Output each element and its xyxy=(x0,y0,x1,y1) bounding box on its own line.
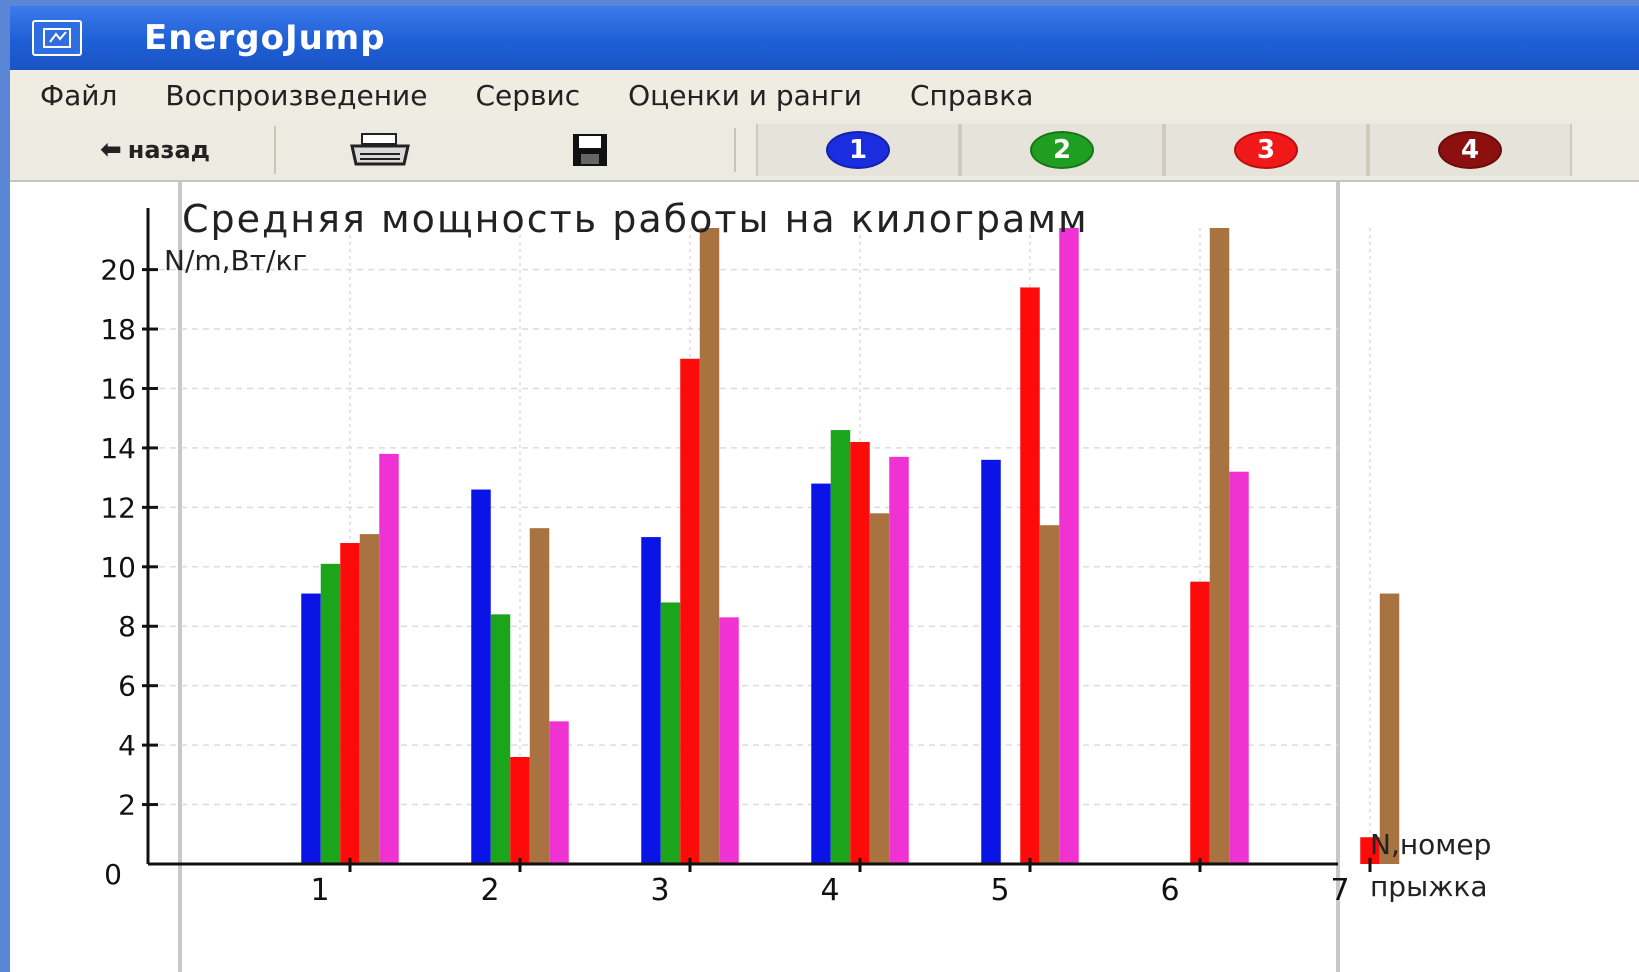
bar-series-3-jump-2 xyxy=(510,757,530,864)
bar-series-1-jump-5 xyxy=(981,459,1001,864)
bar-series-3-jump-7 xyxy=(1360,837,1380,864)
printer-icon xyxy=(350,133,410,166)
title-bar: EnergoJump xyxy=(10,6,1639,70)
save-button[interactable] xyxy=(550,126,630,174)
tab-3[interactable]: 3 xyxy=(1164,124,1368,176)
tab-badge-4: 4 xyxy=(1438,131,1502,169)
bar-series-3-jump-1 xyxy=(340,543,360,864)
y-tick-label: 6 xyxy=(118,670,136,703)
bar-series-3-jump-6 xyxy=(1190,581,1210,864)
bar-series-4-jump-1 xyxy=(359,534,380,864)
bar-series-4-jump-5 xyxy=(1039,525,1060,864)
bar-series-5-jump-4 xyxy=(889,456,909,864)
y-tick-label: 4 xyxy=(118,729,136,762)
bar-series-3-jump-4 xyxy=(850,441,870,864)
toolbar-separator xyxy=(734,128,736,172)
bar-series-1-jump-1 xyxy=(301,593,321,864)
bar-series-4-jump-4 xyxy=(869,513,890,864)
y-tick-label: 14 xyxy=(100,432,136,465)
bar-series-1-jump-3 xyxy=(641,537,661,864)
bar-series-1-jump-4 xyxy=(811,483,831,864)
x-tick-label: 1 xyxy=(310,873,329,908)
y-tick-label: 8 xyxy=(118,610,136,643)
x-axis-label-line-2: прыжка xyxy=(1370,870,1487,903)
bar-series-4-jump-6 xyxy=(1209,228,1230,864)
x-tick-label: 2 xyxy=(480,873,499,908)
x-tick-label: 4 xyxy=(820,873,839,908)
menu-playback[interactable]: Воспроизведение xyxy=(165,78,428,112)
y-axis-label: N/m,Вт/кг xyxy=(164,244,307,277)
arrow-left-icon: ⬅ xyxy=(99,135,122,165)
y-tick-label: 10 xyxy=(100,551,136,584)
bar-series-2-jump-2 xyxy=(490,614,511,864)
print-button[interactable] xyxy=(340,126,420,174)
tab-badge-1: 1 xyxy=(826,131,890,169)
bar-series-3-jump-3 xyxy=(680,358,700,864)
y-tick-label: 18 xyxy=(100,313,136,346)
window-title: EnergoJump xyxy=(144,18,386,58)
toolbar: ⬅ назад 1 2 3 xyxy=(10,120,1639,182)
x-tick-label: 7 xyxy=(1330,873,1349,908)
x-tick-label: 6 xyxy=(1160,873,1179,908)
bar-series-5-jump-5 xyxy=(1059,228,1079,864)
bar-series-2-jump-3 xyxy=(660,602,681,864)
bar-series-5-jump-1 xyxy=(379,453,399,864)
y-tick-label: 20 xyxy=(100,254,136,287)
tab-badge-2: 2 xyxy=(1030,131,1094,169)
menu-help[interactable]: Справка xyxy=(909,78,1034,112)
bar-series-4-jump-7 xyxy=(1379,593,1400,864)
back-button-label: назад xyxy=(127,136,211,164)
chart-area: 0 2 4 6 8 10 12 14 16 18 20 1 2 3 4 5 6 7 Средняя мощность… xyxy=(10,182,1639,972)
y-tick-label: 12 xyxy=(100,491,136,524)
bar-series-3-jump-5 xyxy=(1020,287,1040,864)
app-window: EnergoJump Файл Воспроизведение Сервис О… xyxy=(10,6,1639,972)
menu-bar: Файл Воспроизведение Сервис Оценки и ран… xyxy=(10,70,1639,120)
menu-service[interactable]: Сервис xyxy=(475,78,581,112)
y-tick-label: 0 xyxy=(104,858,122,891)
bar-series-4-jump-2 xyxy=(529,528,550,864)
tab-badge-3: 3 xyxy=(1234,131,1298,169)
bar-series-2-jump-1 xyxy=(320,563,341,864)
tab-4[interactable]: 4 xyxy=(1368,124,1572,176)
bar-series-5-jump-6 xyxy=(1229,471,1249,864)
app-window-icon[interactable] xyxy=(32,20,82,56)
bar-series-1-jump-2 xyxy=(471,489,491,864)
back-button[interactable]: ⬅ назад xyxy=(36,126,276,174)
menu-file[interactable]: Файл xyxy=(40,78,118,112)
x-tick-label: 5 xyxy=(990,873,1009,908)
floppy-disk-icon xyxy=(573,134,607,166)
y-tick-label: 2 xyxy=(118,789,136,822)
bar-series-4-jump-3 xyxy=(699,228,720,864)
tab-1[interactable]: 1 xyxy=(756,124,960,176)
menu-ratings[interactable]: Оценки и ранги xyxy=(628,78,862,112)
bar-series-5-jump-2 xyxy=(549,721,569,864)
bar-series-5-jump-3 xyxy=(719,617,739,864)
tab-2[interactable]: 2 xyxy=(960,124,1164,176)
x-tick-label: 3 xyxy=(650,873,669,908)
x-axis-label-line-1: N,номер xyxy=(1370,828,1491,861)
chart-title: Средняя мощность работы на килограмм xyxy=(182,197,1089,241)
bar-series-2-jump-4 xyxy=(830,430,851,864)
y-tick-label: 16 xyxy=(100,372,136,405)
